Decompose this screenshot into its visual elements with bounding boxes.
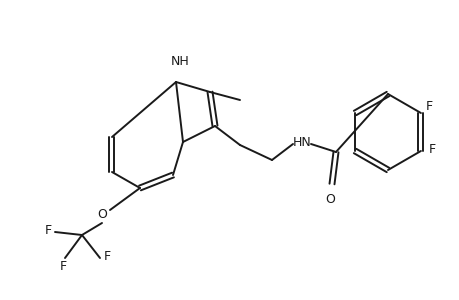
- Text: O: O: [97, 208, 106, 221]
- Text: NH: NH: [170, 55, 189, 68]
- Text: F: F: [428, 142, 435, 155]
- Text: F: F: [45, 224, 51, 236]
- Text: F: F: [425, 100, 432, 112]
- Text: F: F: [103, 250, 110, 262]
- Text: O: O: [325, 193, 334, 206]
- Text: HN: HN: [292, 136, 311, 148]
- Text: F: F: [59, 260, 67, 274]
